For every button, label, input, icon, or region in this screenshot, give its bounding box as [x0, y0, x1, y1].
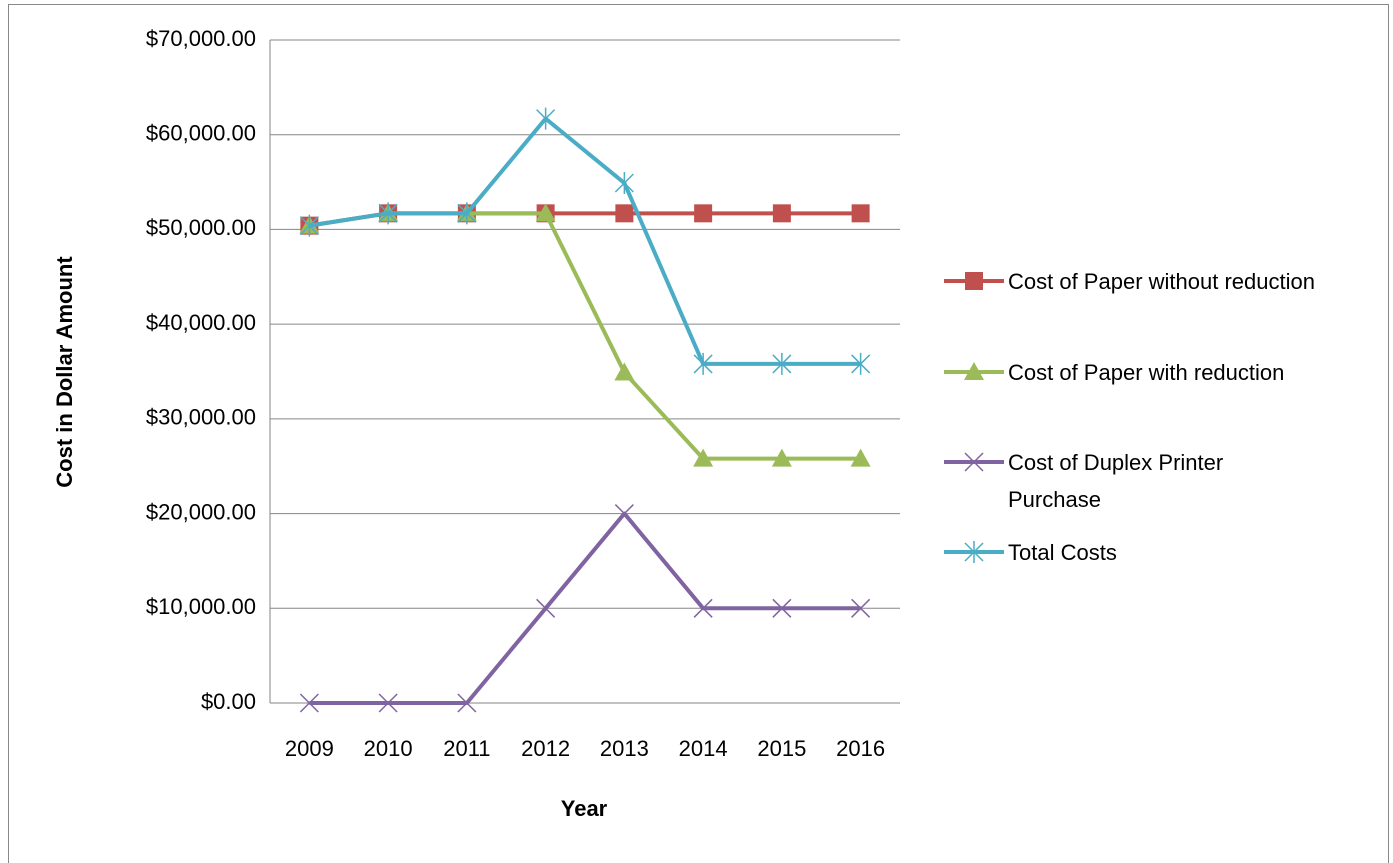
y-tick-label: $20,000.00 — [146, 499, 256, 524]
marker — [965, 272, 983, 290]
marker — [964, 452, 984, 472]
x-tick-label: 2011 — [443, 736, 490, 761]
marker — [772, 204, 791, 223]
marker — [457, 202, 477, 225]
x-axis-label: Year — [561, 796, 608, 821]
marker — [772, 598, 792, 618]
series-line — [309, 116, 861, 366]
y-tick-label: $50,000.00 — [146, 215, 256, 240]
legend-label: Cost of Paper with reduction — [1008, 360, 1285, 385]
marker — [614, 362, 635, 381]
marker — [615, 204, 634, 223]
marker — [299, 693, 319, 713]
x-tick-label: 2009 — [285, 736, 334, 761]
marker — [535, 203, 556, 222]
marker — [378, 693, 398, 713]
x-tick-label: 2016 — [836, 736, 885, 761]
marker — [851, 598, 871, 618]
marker — [614, 172, 634, 195]
marker — [299, 214, 319, 237]
legend-label: Cost of Duplex Printer Purchase — [1008, 450, 1224, 512]
marker — [693, 598, 713, 618]
y-tick-label: $40,000.00 — [146, 310, 256, 335]
x-tick-label: 2013 — [600, 736, 649, 761]
series — [299, 203, 871, 467]
series — [299, 107, 871, 375]
y-axis-label: Cost in Dollar Amount — [52, 256, 77, 488]
legend-label: Cost of Paper without reduction — [1008, 269, 1315, 294]
marker — [964, 541, 984, 563]
marker — [378, 202, 398, 225]
x-tick-label: 2014 — [679, 736, 728, 761]
y-tick-label: $60,000.00 — [146, 121, 256, 146]
marker — [614, 504, 634, 524]
series-line — [309, 511, 861, 705]
marker — [851, 352, 871, 375]
chart-border — [8, 4, 1389, 863]
x-tick-label: 2015 — [757, 736, 806, 761]
y-tick-label: $10,000.00 — [146, 594, 256, 619]
x-tick-label: 2012 — [521, 736, 570, 761]
marker — [536, 598, 556, 618]
y-tick-label: $0.00 — [201, 689, 256, 714]
marker — [693, 448, 714, 467]
marker — [694, 204, 713, 223]
marker — [771, 448, 792, 467]
marker — [851, 204, 870, 223]
series — [299, 504, 871, 713]
legend-label: Total Costs — [1008, 540, 1117, 565]
marker — [850, 448, 871, 467]
y-tick-label: $30,000.00 — [146, 405, 256, 430]
marker — [457, 693, 477, 713]
marker — [536, 107, 556, 130]
marker — [964, 362, 984, 380]
y-tick-label: $70,000.00 — [146, 26, 256, 51]
series-line — [309, 211, 861, 461]
x-tick-label: 2010 — [364, 736, 413, 761]
marker — [772, 352, 792, 375]
marker — [693, 352, 713, 375]
